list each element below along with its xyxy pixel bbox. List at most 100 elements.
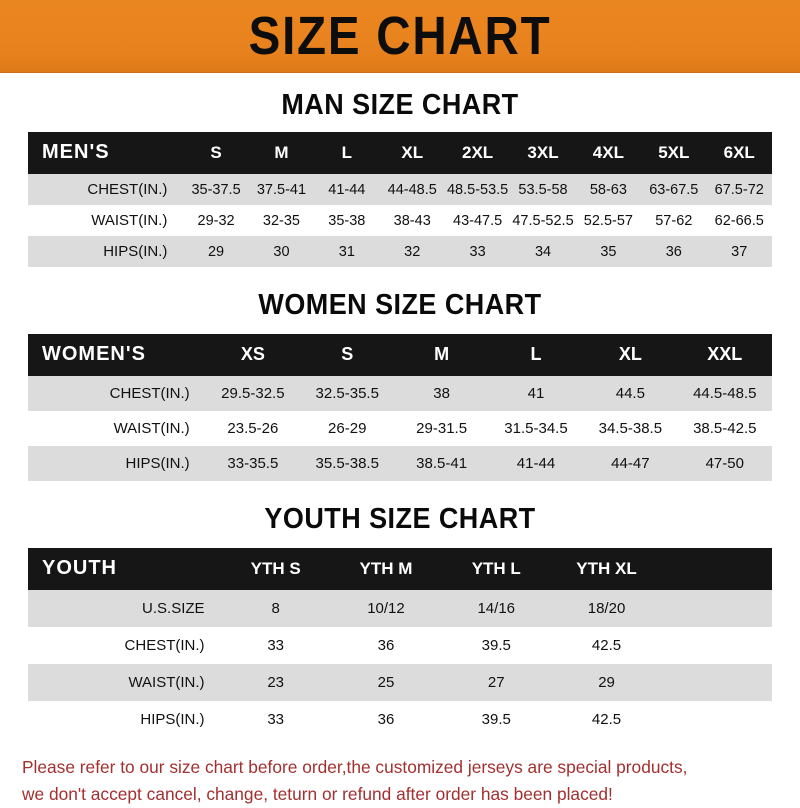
women-size-header-m: M xyxy=(394,334,489,376)
youth-size-header-yth-s: YTH S xyxy=(220,548,331,590)
women-cell: 44.5-48.5 xyxy=(677,376,772,411)
women-row-label: WAIST(IN.) xyxy=(28,411,206,446)
table-row: HIPS(IN.) 29 30 31 32 33 34 35 36 37 xyxy=(28,236,772,267)
man-header-label: MEN'S xyxy=(28,132,184,174)
youth-row-label: WAIST(IN.) xyxy=(28,664,221,701)
youth-cell: 42.5 xyxy=(551,627,662,664)
youth-cell: 36 xyxy=(330,627,442,664)
man-size-header-2xl: 2XL xyxy=(444,132,511,174)
women-table-wrapper: WOMEN'S XS S M L XL XXL CHEST(IN.) 29.5-32.5 32… xyxy=(28,334,772,481)
youth-size-header-yth-m: YTH M xyxy=(330,548,442,590)
man-size-header-4xl: 4XL xyxy=(575,132,642,174)
man-size-table: MEN'S S M L XL 2XL 3XL 4XL 5XL 6XL CHEST(IN.) 35-… xyxy=(28,132,772,267)
man-cell: 47.5-52.5 xyxy=(510,205,576,236)
man-size-header-5xl: 5XL xyxy=(641,132,707,174)
order-notice: Please refer to our size chart before or… xyxy=(22,754,770,808)
man-cell: 30 xyxy=(248,236,315,267)
table-row: U.S.SIZE 8 10/12 14/16 18/20 xyxy=(28,590,772,627)
man-cell: 35-38 xyxy=(314,205,380,236)
women-row-label: HIPS(IN.) xyxy=(28,446,206,481)
women-cell: 32.5-35.5 xyxy=(300,376,395,411)
banner-title: SIZE CHART xyxy=(248,6,552,66)
women-cell: 47-50 xyxy=(677,446,772,481)
man-cell: 38-43 xyxy=(379,205,445,236)
youth-cell: 33 xyxy=(220,701,331,738)
youth-row-label: HIPS(IN.) xyxy=(28,701,221,738)
table-row: CHEST(IN.) 33 36 39.5 42.5 xyxy=(28,627,772,664)
women-table-body: CHEST(IN.) 29.5-32.5 32.5-35.5 38 41 44.5 44.5… xyxy=(28,376,772,481)
youth-cell xyxy=(661,701,772,738)
women-cell: 38.5-42.5 xyxy=(677,411,772,446)
man-table-head: MEN'S S M L XL 2XL 3XL 4XL 5XL 6XL xyxy=(28,132,772,174)
man-header-row: MEN'S S M L XL 2XL 3XL 4XL 5XL 6XL xyxy=(28,132,772,174)
youth-table-wrapper: YOUTH YTH S YTH M YTH L YTH XL U.S.SIZE 8 10/… xyxy=(28,548,772,738)
man-cell: 63-67.5 xyxy=(641,174,707,205)
women-header-label: WOMEN'S xyxy=(28,334,206,376)
page-banner: SIZE CHART xyxy=(0,0,800,73)
women-cell: 44-47 xyxy=(583,446,678,481)
man-cell: 32 xyxy=(379,236,445,267)
women-cell: 29-31.5 xyxy=(394,411,489,446)
man-cell: 67.5-72 xyxy=(706,174,772,205)
women-cell: 44.5 xyxy=(583,376,678,411)
youth-cell: 39.5 xyxy=(441,627,552,664)
youth-cell: 36 xyxy=(330,701,442,738)
man-cell: 35-37.5 xyxy=(183,174,249,205)
women-cell: 29.5-32.5 xyxy=(205,376,301,411)
man-size-header-6xl: 6XL xyxy=(706,132,772,174)
youth-table-head: YOUTH YTH S YTH M YTH L YTH XL xyxy=(28,548,772,590)
man-cell: 57-62 xyxy=(641,205,707,236)
women-header-row: WOMEN'S XS S M L XL XXL xyxy=(28,334,772,376)
table-row: WAIST(IN.) 29-32 32-35 35-38 38-43 43-47.5 47.… xyxy=(28,205,772,236)
man-cell: 29-32 xyxy=(183,205,249,236)
order-notice-line-2: we don't accept cancel, change, teturn o… xyxy=(22,784,613,805)
women-cell: 35.5-38.5 xyxy=(300,446,395,481)
man-cell: 36 xyxy=(641,236,707,267)
youth-cell: 33 xyxy=(220,627,331,664)
women-size-header-xs: XS xyxy=(205,334,301,376)
man-row-label: HIPS(IN.) xyxy=(28,236,184,267)
table-row: CHEST(IN.) 35-37.5 37.5-41 41-44 44-48.5 48.5… xyxy=(28,174,772,205)
man-row-label: CHEST(IN.) xyxy=(28,174,184,205)
man-cell: 37.5-41 xyxy=(248,174,315,205)
youth-cell: 27 xyxy=(441,664,552,701)
youth-row-label: U.S.SIZE xyxy=(28,590,221,627)
man-cell: 29 xyxy=(183,236,249,267)
women-section-title: WOMEN SIZE CHART xyxy=(258,289,542,321)
man-cell: 62-66.5 xyxy=(706,205,772,236)
youth-table-body: U.S.SIZE 8 10/12 14/16 18/20 CHEST(IN.) 33 36 39… xyxy=(28,590,772,738)
table-row: WAIST(IN.) 23.5-26 26-29 29-31.5 31.5-34.5 34… xyxy=(28,411,772,446)
women-row-label: CHEST(IN.) xyxy=(28,376,206,411)
table-row: HIPS(IN.) 33-35.5 35.5-38.5 38.5-41 41-44 44-… xyxy=(28,446,772,481)
youth-size-table: YOUTH YTH S YTH M YTH L YTH XL U.S.SIZE 8 10/… xyxy=(28,548,772,738)
man-size-header-xl: XL xyxy=(379,132,445,174)
table-row: CHEST(IN.) 29.5-32.5 32.5-35.5 38 41 44.5 44.5… xyxy=(28,376,772,411)
man-cell: 35 xyxy=(575,236,642,267)
women-cell: 34.5-38.5 xyxy=(583,411,678,446)
man-size-header-s: S xyxy=(183,132,249,174)
women-cell: 38 xyxy=(394,376,489,411)
youth-cell: 14/16 xyxy=(441,590,552,627)
youth-cell: 39.5 xyxy=(441,701,552,738)
youth-header-label: YOUTH xyxy=(28,548,221,590)
youth-cell: 8 xyxy=(220,590,331,627)
man-cell: 37 xyxy=(706,236,772,267)
youth-cell: 18/20 xyxy=(551,590,662,627)
women-size-header-l: L xyxy=(488,334,584,376)
man-cell: 41-44 xyxy=(314,174,380,205)
man-cell: 31 xyxy=(314,236,380,267)
man-cell: 58-63 xyxy=(575,174,642,205)
man-cell: 53.5-58 xyxy=(510,174,576,205)
man-cell: 48.5-53.5 xyxy=(444,174,511,205)
youth-cell xyxy=(661,664,772,701)
youth-cell: 42.5 xyxy=(551,701,662,738)
youth-header-row: YOUTH YTH S YTH M YTH L YTH XL xyxy=(28,548,772,590)
table-row: HIPS(IN.) 33 36 39.5 42.5 xyxy=(28,701,772,738)
man-table-wrapper: MEN'S S M L XL 2XL 3XL 4XL 5XL 6XL CHEST(IN.) 35-… xyxy=(28,132,772,267)
youth-cell: 10/12 xyxy=(330,590,442,627)
man-row-label: WAIST(IN.) xyxy=(28,205,184,236)
man-cell: 33 xyxy=(444,236,511,267)
women-cell: 31.5-34.5 xyxy=(488,411,584,446)
women-size-header-s: S xyxy=(300,334,395,376)
youth-cell: 29 xyxy=(551,664,662,701)
